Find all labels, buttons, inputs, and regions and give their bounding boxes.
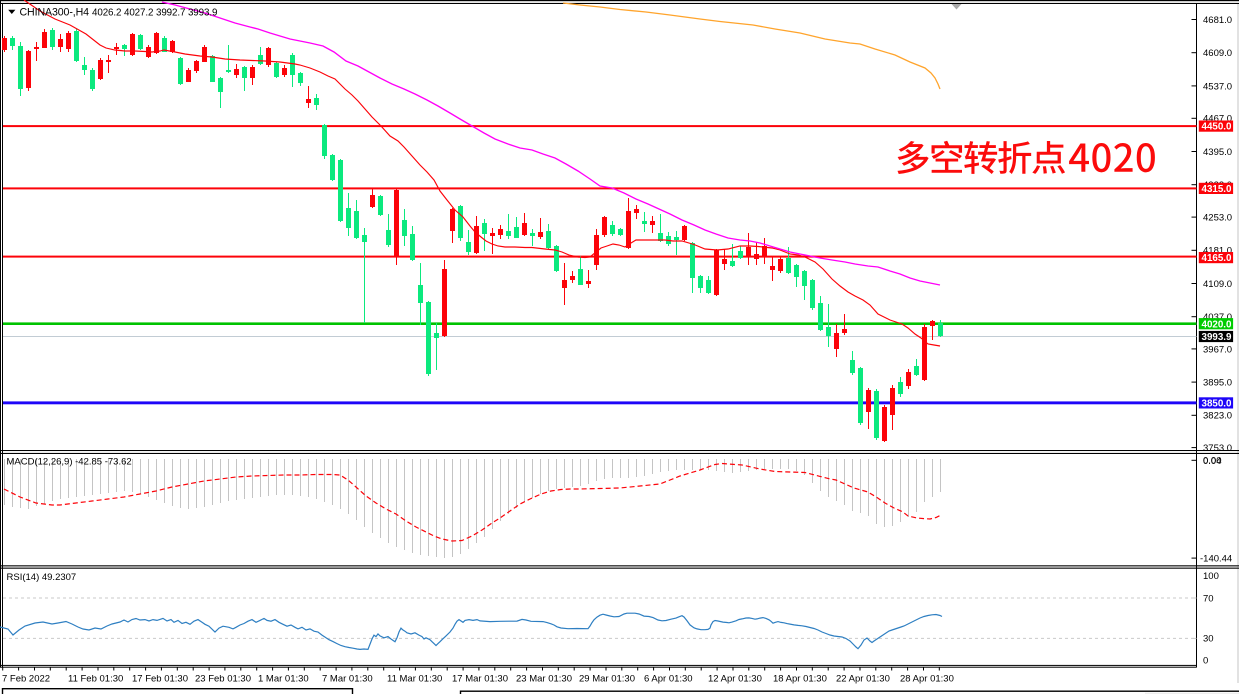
svg-text:70: 70 [1203, 593, 1214, 604]
svg-text:4681.0: 4681.0 [1203, 15, 1232, 26]
svg-text:3850.0: 3850.0 [1202, 399, 1233, 410]
svg-text:3895.0: 3895.0 [1203, 378, 1232, 389]
svg-text:17 Mar 01:30: 17 Mar 01:30 [452, 674, 508, 685]
svg-text:12 Apr 01:30: 12 Apr 01:30 [708, 674, 762, 685]
svg-text:0: 0 [1203, 655, 1208, 666]
svg-text:6 Apr 01:30: 6 Apr 01:30 [644, 674, 693, 685]
svg-text:MACD(12,26,9) -42.85 -73.62: MACD(12,26,9) -42.85 -73.62 [7, 457, 132, 468]
svg-text:4181.0: 4181.0 [1203, 246, 1232, 257]
svg-text:0.04: 0.04 [1203, 456, 1222, 467]
svg-text:11 Mar 01:30: 11 Mar 01:30 [387, 674, 442, 685]
svg-text:4537.0: 4537.0 [1203, 81, 1232, 92]
svg-text:4165.0: 4165.0 [1202, 253, 1233, 264]
svg-text:4395.0: 4395.0 [1203, 147, 1232, 158]
svg-text:23 Feb 01:30: 23 Feb 01:30 [195, 674, 251, 685]
svg-text:11 Feb 01:30: 11 Feb 01:30 [68, 674, 123, 685]
svg-text:18 Apr 01:30: 18 Apr 01:30 [773, 674, 827, 685]
svg-text:3993.9: 3993.9 [1202, 332, 1233, 343]
svg-text:1 Mar 01:30: 1 Mar 01:30 [258, 674, 309, 685]
svg-text:3967.0: 3967.0 [1203, 344, 1232, 355]
svg-text:23 Mar 01:30: 23 Mar 01:30 [516, 674, 572, 685]
svg-text:4609.0: 4609.0 [1203, 48, 1232, 59]
svg-text:4037.0: 4037.0 [1203, 312, 1232, 323]
svg-text:22 Apr 01:30: 22 Apr 01:30 [836, 674, 890, 685]
svg-text:4020.0: 4020.0 [1202, 319, 1233, 330]
svg-text:4109.0: 4109.0 [1203, 279, 1232, 290]
svg-text:4315.0: 4315.0 [1202, 184, 1233, 195]
svg-text:4450.0: 4450.0 [1202, 122, 1233, 133]
svg-text:RSI(14) 49.2307: RSI(14) 49.2307 [7, 572, 77, 583]
svg-text:3823.0: 3823.0 [1203, 411, 1232, 422]
svg-text:4467.0: 4467.0 [1203, 114, 1232, 125]
svg-text:-140.44: -140.44 [1200, 554, 1232, 565]
svg-text:0.00: 0.00 [1203, 456, 1222, 467]
svg-text:4253.0: 4253.0 [1203, 213, 1232, 224]
svg-text:17 Feb 01:30: 17 Feb 01:30 [132, 674, 188, 685]
svg-text:100: 100 [1203, 571, 1219, 582]
svg-text:29 Mar 01:30: 29 Mar 01:30 [579, 674, 635, 685]
svg-text:3753.0: 3753.0 [1203, 443, 1232, 454]
svg-text:4026.2 4027.2 3992.7 3993.9: 4026.2 4027.2 3992.7 3993.9 [92, 7, 217, 18]
svg-text:30: 30 [1203, 633, 1214, 644]
svg-text:28 Apr 01:30: 28 Apr 01:30 [900, 674, 954, 685]
svg-text:7 Mar 01:30: 7 Mar 01:30 [322, 674, 373, 685]
svg-text:CHINA300-,H4: CHINA300-,H4 [20, 6, 90, 18]
svg-text:7 Feb 2022: 7 Feb 2022 [2, 674, 50, 685]
